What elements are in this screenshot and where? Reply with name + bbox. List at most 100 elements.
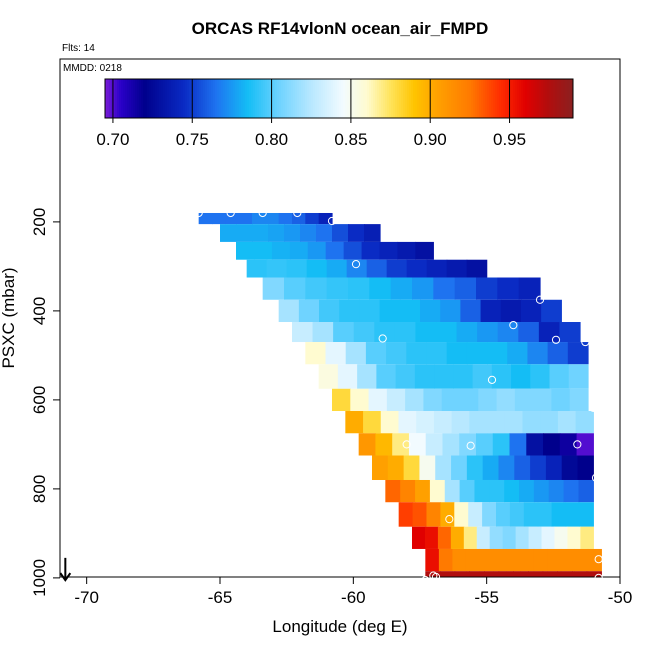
- colorbar-swatch: [207, 79, 210, 118]
- colorbar-swatch: [425, 79, 428, 118]
- heat-cell: [533, 548, 548, 572]
- colorbar-swatch: [467, 79, 470, 118]
- colorbar-swatch: [543, 79, 546, 118]
- heat-cell: [523, 502, 539, 527]
- colorbar-swatch: [569, 79, 572, 118]
- heat-cell: [415, 322, 437, 343]
- heat-cell: [405, 388, 425, 412]
- heat-cell: [403, 455, 421, 480]
- heat-cell: [492, 433, 511, 456]
- colorbar-swatch: [505, 79, 508, 118]
- heat-cell: [454, 277, 477, 300]
- colorbar-swatch: [231, 79, 234, 118]
- heat-cell: [454, 571, 470, 577]
- colorbar-swatch: [501, 79, 504, 118]
- colorbar-swatch: [245, 79, 248, 118]
- observation-point: [594, 555, 603, 564]
- heat-cell: [442, 433, 460, 456]
- heat-cell: [358, 433, 377, 456]
- heat-cell: [345, 342, 367, 365]
- colorbar-swatch: [361, 79, 364, 118]
- colorbar-swatch: [447, 79, 450, 118]
- heat-cell: [493, 548, 508, 572]
- colorbar-swatch: [403, 79, 406, 118]
- colorbar-swatch: [159, 79, 162, 118]
- colorbar-swatch: [125, 79, 128, 118]
- colorbar-swatch: [133, 79, 136, 118]
- observation-point: [581, 337, 590, 347]
- heat-cell: [332, 388, 351, 412]
- colorbar-swatch: [541, 79, 544, 118]
- heat-cell: [278, 299, 300, 323]
- colorbar-swatch: [287, 79, 290, 118]
- colorbar-swatch: [513, 79, 516, 118]
- colorbar-swatch: [179, 79, 182, 118]
- heat-cell: [268, 224, 285, 242]
- heat-cell: [423, 388, 443, 412]
- heat-cell: [533, 388, 553, 412]
- colorbar-swatch: [523, 79, 526, 118]
- colorbar-swatch: [431, 79, 434, 118]
- heat-cell: [387, 455, 405, 480]
- heat-cell: [520, 299, 542, 323]
- heat-cell: [390, 277, 413, 300]
- colorbar-swatch: [203, 79, 206, 118]
- observation-point: [421, 576, 430, 585]
- heat-cell: [530, 364, 551, 389]
- heat-cell: [298, 299, 320, 323]
- heat-cell: [348, 224, 365, 242]
- colorbar-swatch: [303, 79, 306, 118]
- colorbar-swatch: [167, 79, 170, 118]
- heat-cell: [507, 342, 529, 365]
- colorbar-swatch: [307, 79, 310, 118]
- colorbar-swatch: [397, 79, 400, 118]
- colorbar-tick-label: 0.90: [414, 130, 447, 149]
- colorbar-swatch: [393, 79, 396, 118]
- colorbar-ticks: 0.70 0.75 0.80 0.85 0.90 0.95: [96, 79, 526, 149]
- observation-point: [573, 440, 582, 449]
- colorbar-swatch: [177, 79, 180, 118]
- heat-cell: [265, 212, 280, 225]
- heat-cell: [472, 364, 493, 389]
- colorbar-swatch: [475, 79, 478, 118]
- colorbar-swatch: [389, 79, 392, 118]
- heat-cell: [474, 479, 490, 503]
- colorbar-swatch: [349, 79, 352, 118]
- observation-point: [258, 208, 267, 218]
- heat-cell: [262, 277, 285, 300]
- colorbar-swatch: [537, 79, 540, 118]
- heat-cell: [559, 322, 581, 343]
- heat-cell: [440, 502, 455, 527]
- colorbar-swatch: [547, 79, 550, 118]
- y-tick-label: 200: [30, 208, 49, 236]
- heat-cell: [414, 364, 435, 389]
- heat-cell: [333, 322, 355, 343]
- colorbar-swatch: [193, 79, 196, 118]
- heat-cell: [416, 411, 435, 434]
- colorbar-swatch: [127, 79, 130, 118]
- colorbar-swatch: [325, 79, 328, 118]
- observation-point: [351, 260, 361, 269]
- x-tick-label: -55: [474, 588, 499, 607]
- colorbar-swatch: [407, 79, 410, 118]
- observation-point: [594, 573, 603, 582]
- colorbar-swatch: [315, 79, 318, 118]
- colorbar-swatch: [173, 79, 176, 118]
- heat-cell: [398, 502, 414, 527]
- colorbar-gradient: [105, 79, 574, 118]
- colorbar-swatch: [473, 79, 476, 118]
- colorbar-swatch: [215, 79, 218, 118]
- colorbar-swatch: [487, 79, 490, 118]
- colorbar-swatch: [455, 79, 458, 118]
- colorbar-swatch: [367, 79, 370, 118]
- heat-cell: [357, 364, 377, 389]
- colorbar-swatch: [561, 79, 564, 118]
- heat-cell: [548, 479, 565, 503]
- colorbar-swatch: [471, 79, 474, 118]
- heat-cell: [419, 455, 436, 480]
- y-tick-label: 600: [30, 386, 49, 414]
- heat-cell: [350, 388, 370, 412]
- heat-cell: [319, 299, 340, 323]
- colorbar-swatch: [233, 79, 236, 118]
- colorbar-swatch: [225, 79, 228, 118]
